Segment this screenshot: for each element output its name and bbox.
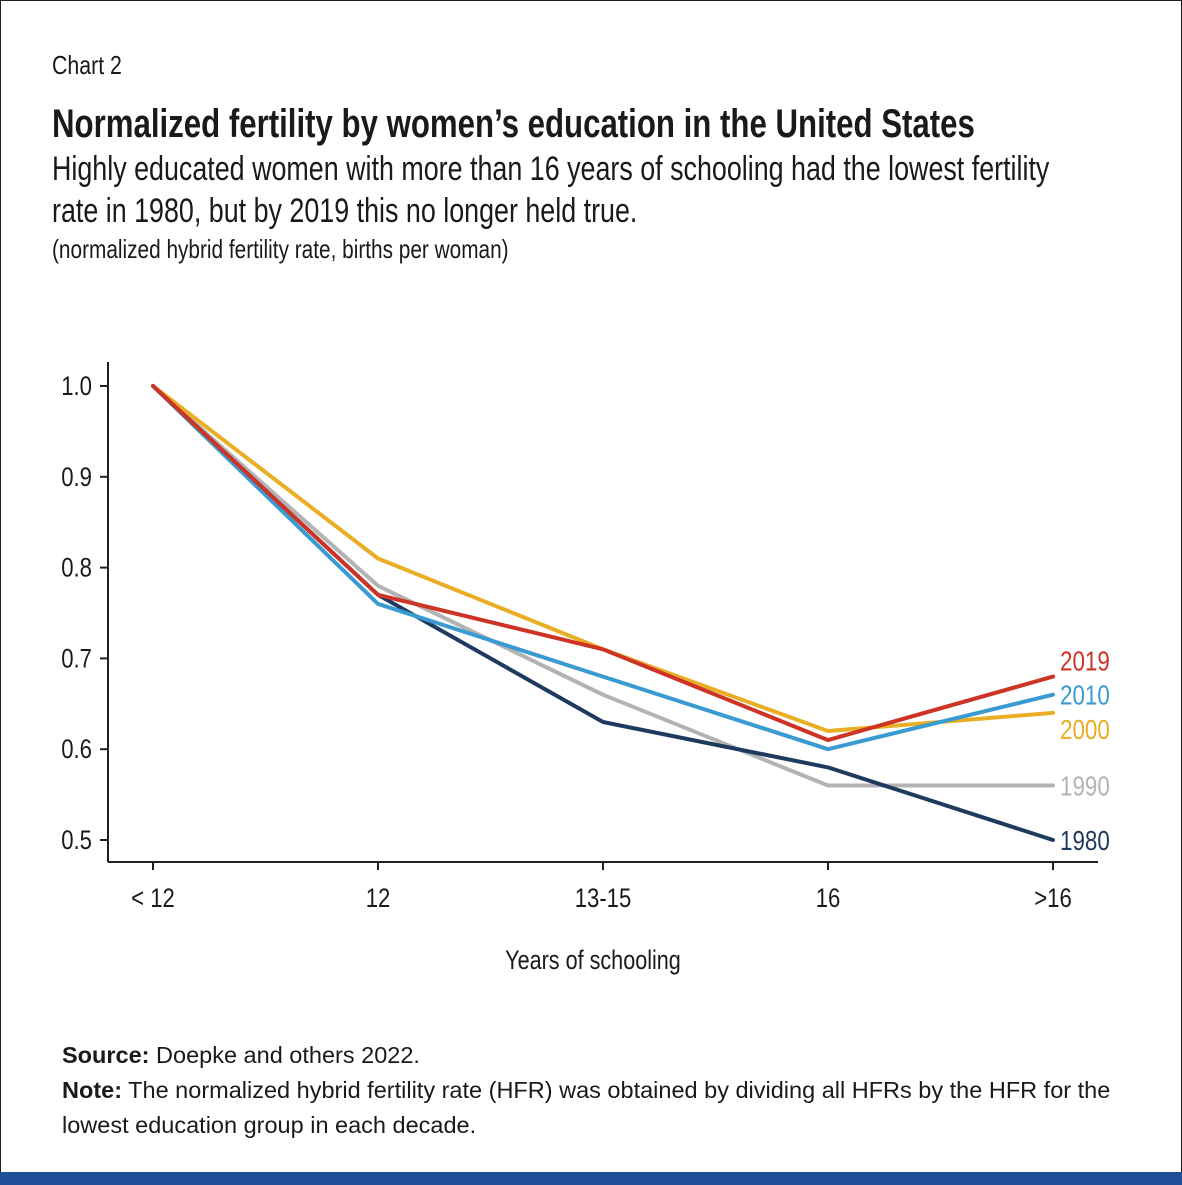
series-line-1990 bbox=[151, 384, 1055, 788]
chart-subtitle: Highly educated women with more than 16 … bbox=[52, 150, 1050, 230]
series-label-1990: 1990 bbox=[1060, 771, 1110, 802]
series-line-2000 bbox=[151, 384, 1055, 733]
series-line-2019 bbox=[151, 384, 1055, 743]
x-ticks: < 12 12 13-15 16 >16 bbox=[131, 862, 1072, 914]
x-tick-label: >16 bbox=[1034, 884, 1072, 914]
series-label-2010: 2010 bbox=[1060, 680, 1110, 711]
series-line-1980 bbox=[151, 384, 1055, 842]
source-line: Source: Doepke and others 2022. bbox=[62, 1038, 1152, 1073]
series-label-2019: 2019 bbox=[1060, 646, 1110, 677]
y-tick-label: 0.8 bbox=[61, 554, 92, 584]
series-label-1980: 1980 bbox=[1060, 826, 1110, 857]
x-axis-title: Years of schooling bbox=[505, 946, 681, 976]
note-line: Note: The normalized hybrid fertility ra… bbox=[62, 1073, 1152, 1143]
y-tick-label: 0.7 bbox=[61, 644, 92, 674]
x-tick-label: 12 bbox=[366, 884, 391, 914]
y-tick-label: 1.0 bbox=[61, 372, 92, 402]
note-label: Note: bbox=[62, 1077, 123, 1103]
x-tick-label: < 12 bbox=[131, 884, 175, 914]
y-ticks: 0.5 0.6 0.7 0.8 0.9 1.0 bbox=[61, 372, 108, 856]
x-tick-label: 13-15 bbox=[575, 884, 632, 914]
accent-bar bbox=[0, 1172, 1182, 1185]
source-label: Source: bbox=[62, 1042, 150, 1068]
source-text: Doepke and others 2022. bbox=[156, 1042, 420, 1068]
chart-footer: Source: Doepke and others 2022. Note: Th… bbox=[62, 1038, 1152, 1143]
series-lines bbox=[151, 384, 1055, 842]
line-chart: 0.5 0.6 0.7 0.8 0.9 1.0 < 12 12 13-15 16 >16 1990… bbox=[61, 362, 1110, 976]
y-tick-label: 0.9 bbox=[61, 463, 92, 493]
series-label-2000: 2000 bbox=[1060, 715, 1110, 746]
y-tick-label: 0.5 bbox=[61, 826, 92, 856]
series-line-2010 bbox=[151, 384, 1055, 752]
chart-title: Normalized fertility by women’s educatio… bbox=[52, 102, 975, 146]
chart-number: Chart 2 bbox=[52, 50, 122, 80]
x-tick-label: 16 bbox=[816, 884, 841, 914]
y-tick-label: 0.6 bbox=[61, 735, 92, 765]
note-text: The normalized hybrid fertility rate (HF… bbox=[62, 1077, 1111, 1138]
chart-units: (normalized hybrid fertility rate, birth… bbox=[52, 234, 509, 264]
